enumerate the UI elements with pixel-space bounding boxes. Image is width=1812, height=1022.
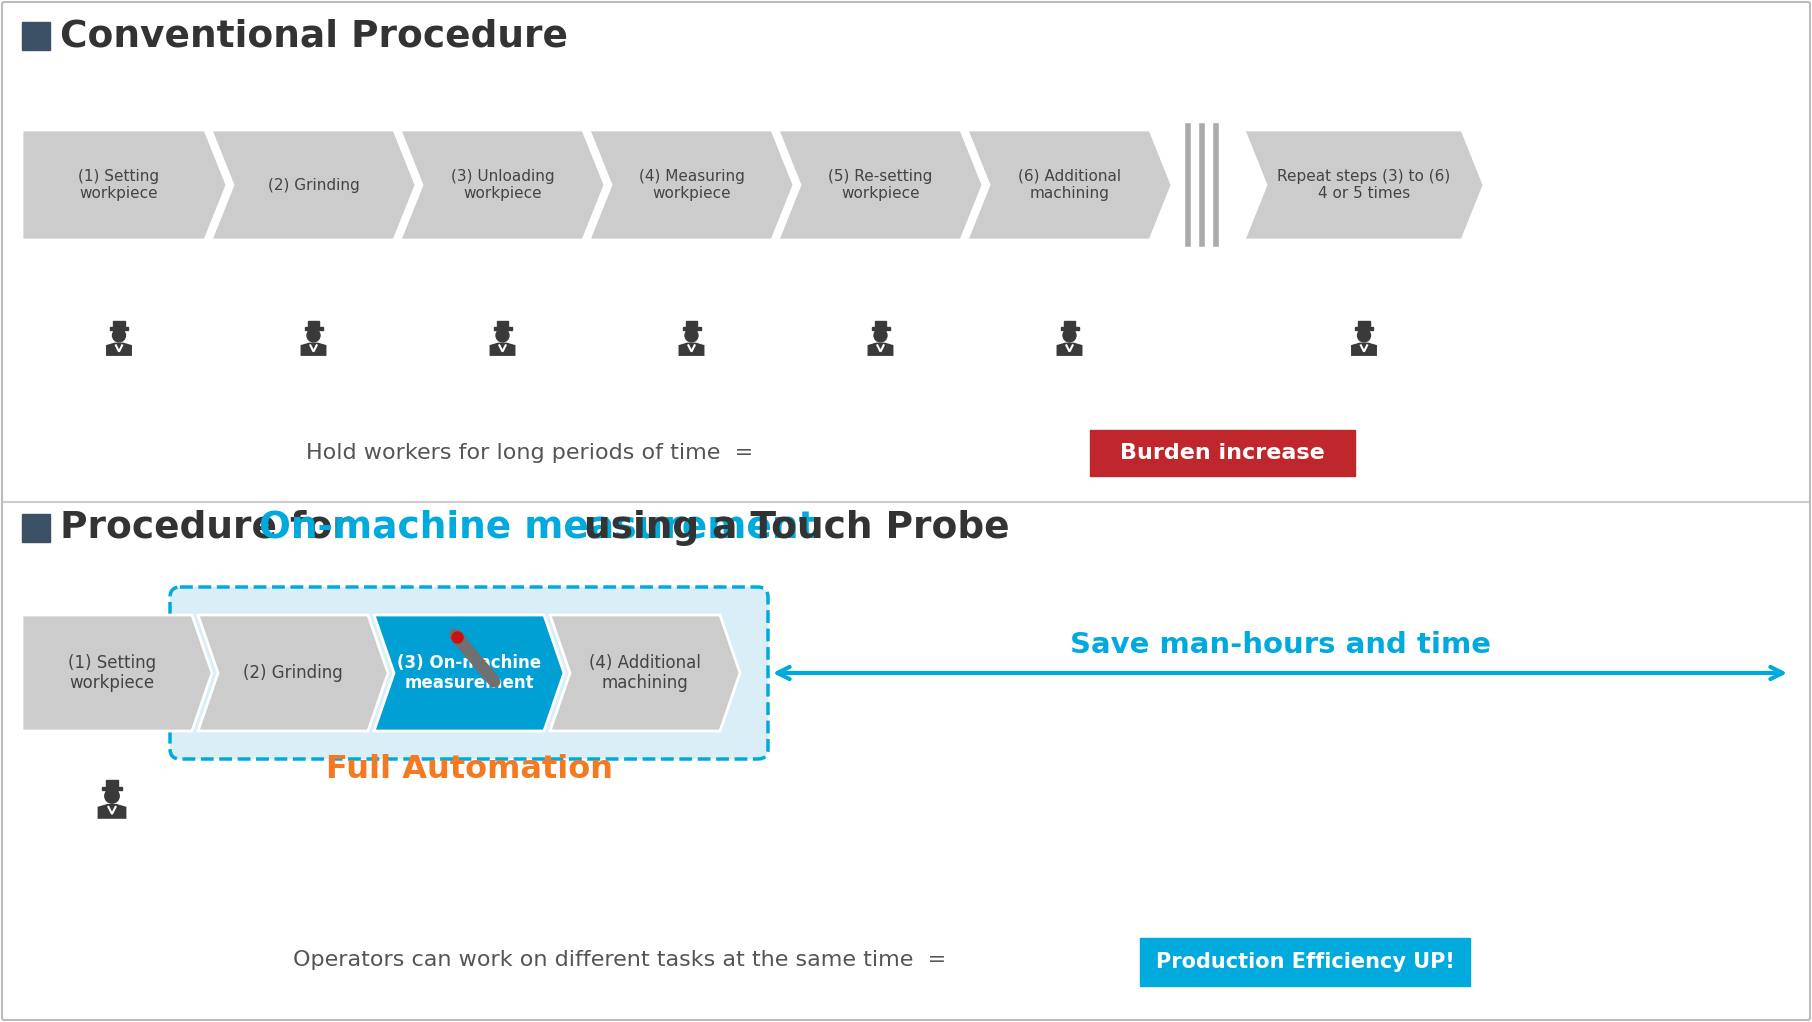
Bar (1355, 327, 1373, 330)
Polygon shape (1056, 342, 1082, 356)
Bar (304, 327, 323, 330)
Polygon shape (678, 342, 705, 356)
Bar (22, 514, 51, 542)
Polygon shape (22, 615, 212, 731)
Circle shape (306, 329, 321, 342)
Bar (1359, 321, 1370, 328)
Circle shape (105, 789, 120, 803)
Polygon shape (1245, 130, 1484, 240)
Text: (3) On-machine
measurement: (3) On-machine measurement (397, 654, 542, 692)
Text: Operators can work on different tasks at the same time  =: Operators can work on different tasks at… (294, 950, 946, 970)
Polygon shape (400, 130, 605, 240)
Polygon shape (589, 130, 794, 240)
Bar (493, 327, 511, 330)
FancyBboxPatch shape (170, 587, 768, 759)
Text: Save man-hours and time: Save man-hours and time (1069, 631, 1491, 659)
Text: Procedure for: Procedure for (60, 510, 364, 546)
Bar (1064, 321, 1075, 328)
Circle shape (112, 329, 125, 342)
Polygon shape (968, 130, 1172, 240)
Text: (4) Measuring
workpiece: (4) Measuring workpiece (638, 169, 745, 201)
Bar (1060, 327, 1078, 330)
Text: (4) Additional
machining: (4) Additional machining (589, 654, 701, 692)
Text: (1) Setting
workpiece: (1) Setting workpiece (67, 654, 156, 692)
Polygon shape (551, 615, 739, 731)
Bar (685, 321, 698, 328)
Bar (111, 327, 129, 330)
Text: Hold workers for long periods of time  =: Hold workers for long periods of time = (306, 443, 754, 463)
Circle shape (873, 329, 888, 342)
Text: Production Efficiency UP!: Production Efficiency UP! (1156, 953, 1455, 972)
Text: Full Automation: Full Automation (326, 754, 612, 786)
Text: Conventional Procedure: Conventional Procedure (60, 18, 567, 54)
Text: (2) Grinding: (2) Grinding (243, 664, 342, 682)
Bar (101, 787, 121, 790)
Polygon shape (107, 342, 132, 356)
Text: (3) Unloading
workpiece: (3) Unloading workpiece (451, 169, 554, 201)
Circle shape (685, 329, 698, 342)
Bar (683, 327, 701, 330)
Bar (1091, 430, 1355, 476)
Text: On-machine measurement: On-machine measurement (259, 510, 815, 546)
Bar (872, 327, 890, 330)
Polygon shape (373, 615, 564, 731)
Text: Repeat steps (3) to (6)
4 or 5 times: Repeat steps (3) to (6) 4 or 5 times (1277, 169, 1451, 201)
Bar (22, 22, 51, 50)
Polygon shape (210, 130, 417, 240)
Bar (105, 781, 118, 788)
Polygon shape (868, 342, 893, 356)
Bar (112, 321, 125, 328)
Text: (5) Re-setting
workpiece: (5) Re-setting workpiece (828, 169, 933, 201)
Text: (6) Additional
machining: (6) Additional machining (1018, 169, 1122, 201)
Text: using a Touch Probe: using a Touch Probe (571, 510, 1009, 546)
Circle shape (1064, 329, 1076, 342)
Text: (1) Setting
workpiece: (1) Setting workpiece (78, 169, 159, 201)
Circle shape (496, 329, 509, 342)
Bar (1140, 938, 1470, 986)
Polygon shape (301, 342, 326, 356)
Polygon shape (777, 130, 982, 240)
Bar (875, 321, 886, 328)
Polygon shape (1352, 342, 1377, 356)
Polygon shape (98, 804, 127, 819)
Polygon shape (489, 342, 515, 356)
Circle shape (1357, 329, 1370, 342)
Polygon shape (198, 615, 388, 731)
Polygon shape (22, 130, 226, 240)
Bar (496, 321, 507, 328)
Bar (308, 321, 319, 328)
Text: (2) Grinding: (2) Grinding (268, 178, 359, 192)
Text: Burden increase: Burden increase (1120, 443, 1325, 463)
